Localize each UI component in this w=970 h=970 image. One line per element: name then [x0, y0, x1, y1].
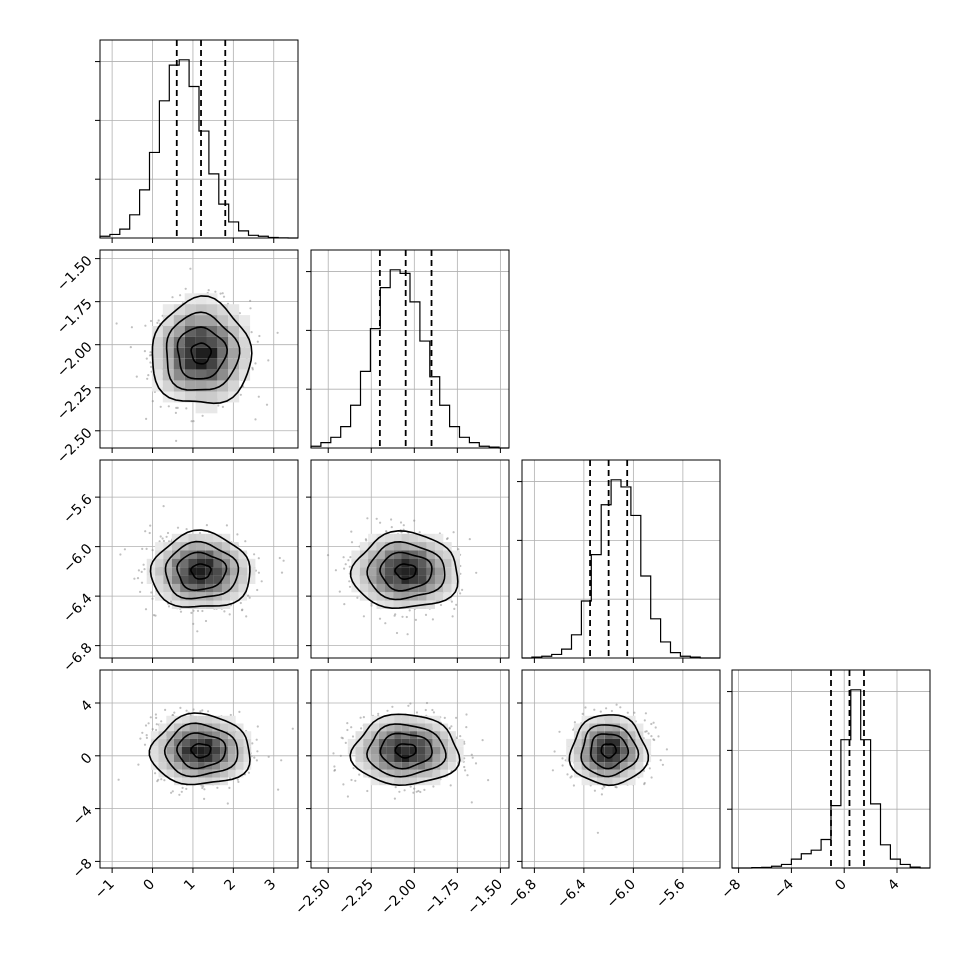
y-tick-label: −4 [70, 803, 96, 829]
contour-3-1-0 [349, 713, 461, 787]
x-tick-label: −8 [718, 876, 744, 902]
y-tick-label: −1.50 [54, 253, 96, 295]
contour-2-0-0 [149, 529, 251, 608]
x-tick-label: 0 [141, 876, 159, 894]
panel-3-3 [727, 669, 931, 873]
x-tick-label: 2 [221, 876, 239, 894]
contour-1-0-2 [176, 326, 229, 380]
contour-3-0-3 [190, 743, 212, 759]
contour-3-0-0 [148, 712, 251, 786]
y-tick-label: −2.25 [54, 382, 96, 424]
contour-2-0-2 [176, 551, 228, 592]
y-tick-label: −2.00 [54, 339, 96, 381]
x-tick-label: 3 [262, 876, 280, 894]
contour-3-0-2 [176, 732, 227, 770]
panel-2-1 [306, 459, 510, 663]
y-tick-label: −8 [70, 856, 96, 882]
contour-3-2-1 [580, 724, 640, 778]
histogram-param-0 [99, 59, 298, 239]
x-tick-label: 4 [885, 876, 903, 894]
panel-3-2 [517, 669, 721, 873]
panel-0-0 [95, 39, 299, 243]
x-tick-label: −6.0 [604, 876, 639, 911]
panel-3-0 [95, 669, 299, 873]
contour-2-0-1 [164, 540, 240, 600]
y-tick-label: −2.50 [54, 425, 96, 467]
x-tick-label: −2.50 [292, 876, 334, 918]
contour-2-1-3 [394, 563, 417, 581]
panel-2-0 [95, 459, 299, 663]
x-tick-label: −6.8 [505, 876, 540, 911]
y-tick-label: 0 [78, 750, 96, 768]
y-tick-label: −6.0 [60, 541, 95, 576]
y-tick-label: −6.8 [60, 640, 95, 675]
x-tick-label: 0 [832, 876, 850, 894]
contour-1-0-1 [165, 311, 241, 391]
histogram-param-2 [522, 479, 720, 659]
panel-1-1 [306, 249, 510, 453]
contour-2-0-3 [190, 563, 212, 580]
x-tick-label: −2.00 [378, 876, 420, 918]
contour-1-0-3 [190, 342, 213, 365]
x-tick-label: 1 [181, 876, 199, 894]
contour-1-0-0 [151, 295, 253, 405]
contour-2-1-1 [366, 540, 446, 601]
contour-3-1-2 [379, 732, 433, 770]
y-tick-label: −6.4 [60, 590, 95, 625]
contour-3-2-0 [568, 714, 650, 787]
density-3-1 [347, 715, 464, 786]
x-tick-label: −2.25 [335, 876, 377, 918]
x-tick-label: −1.50 [464, 876, 506, 918]
histogram-param-1 [310, 269, 509, 449]
x-tick-label: −1.75 [421, 876, 463, 918]
y-tick-label: 4 [78, 697, 96, 715]
contour-2-1-2 [379, 551, 433, 592]
contour-3-2-3 [600, 743, 618, 759]
y-tick-label: −5.6 [60, 491, 95, 526]
x-tick-label: −1 [92, 876, 118, 902]
contour-3-1-1 [366, 723, 447, 778]
panel-3-1 [306, 669, 510, 873]
contour-3-0-1 [163, 722, 239, 778]
y-tick-label: −1.75 [54, 296, 96, 338]
x-tick-label: −5.6 [653, 876, 688, 911]
contour-2-1-0 [349, 529, 459, 610]
contour-3-2-2 [590, 733, 630, 770]
panel-2-2 [517, 459, 721, 663]
contour-3-1-3 [394, 743, 417, 759]
x-tick-label: −4 [771, 876, 797, 902]
panel-1-0 [95, 249, 299, 453]
x-tick-label: −6.4 [554, 876, 589, 911]
